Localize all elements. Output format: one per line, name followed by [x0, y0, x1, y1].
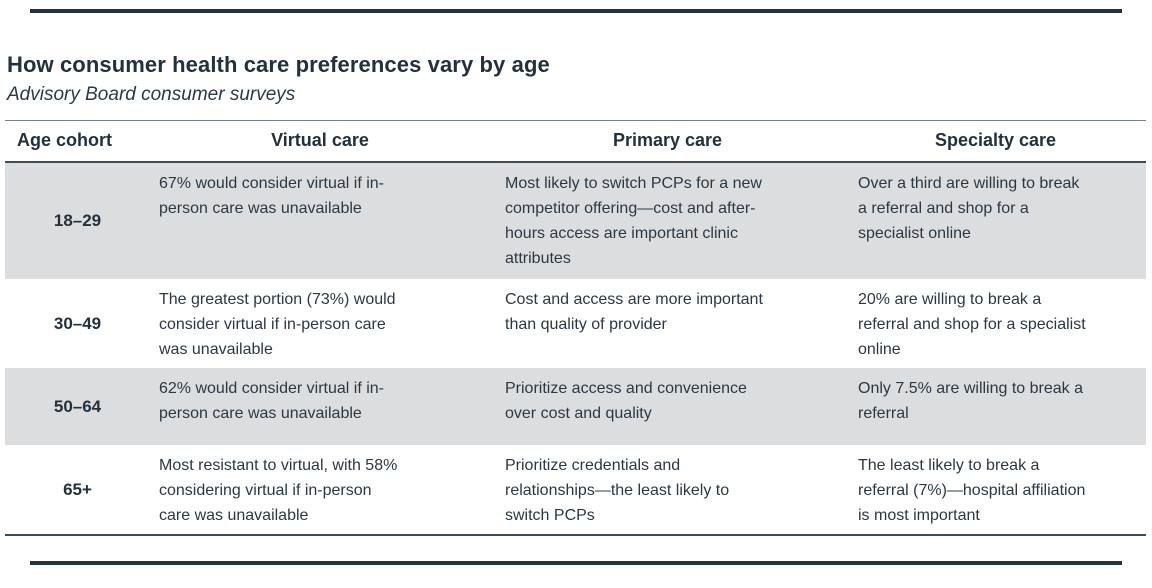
primary-care-cell: Prioritize access and convenience over c… [505, 379, 747, 422]
specialty-care-cell: Over a third are willing to break a refe… [858, 174, 1080, 242]
specialty-care-cell: The least likely to break a referral (7%… [845, 444, 1146, 536]
specialty-care-cell: Only 7.5% are willing to break a referra… [858, 379, 1083, 422]
table-row-18-29: 18–29 67% would consider virtual if in-p… [5, 161, 1146, 279]
virtual-care-cell: The greatest portion (73%) would conside… [159, 290, 396, 358]
primary-care-cell: Prioritize credentials and relationships… [490, 444, 845, 536]
table-header-row: Age cohort Virtual care Primary care Spe… [5, 120, 1146, 163]
virtual-care-cell: Most resistant to virtual, with 58% cons… [150, 444, 490, 536]
table-row-50-64: 50–64 62% would consider virtual if in-p… [5, 367, 1146, 445]
column-header-age-cohort: Age cohort [5, 120, 150, 163]
age-cohort-cell: 50–64 [53, 396, 102, 416]
preferences-table-container: Age cohort Virtual care Primary care Spe… [5, 120, 1146, 536]
age-cohort-cell: 65+ [5, 444, 150, 536]
table-row-30-49: 30–49 The greatest portion (73%) would c… [5, 279, 1146, 368]
specialty-care-cell: 20% are willing to break a referral and … [858, 290, 1086, 358]
primary-care-cell: Most likely to switch PCPs for a new com… [505, 174, 762, 267]
page-subtitle: Advisory Board consumer surveys [7, 84, 296, 105]
virtual-care-cell: 67% would consider virtual if in-person … [159, 174, 384, 217]
primary-care-cell: Cost and access are more important than … [505, 290, 763, 333]
age-cohort-cell: 30–49 [53, 313, 102, 333]
column-header-virtual-care: Virtual care [150, 120, 490, 163]
column-header-primary-care: Primary care [490, 120, 845, 163]
age-cohort-cell: 18–29 [53, 211, 102, 230]
column-header-specialty-care: Specialty care [845, 120, 1146, 163]
bottom-divider-rule [30, 561, 1122, 565]
virtual-care-cell: 62% would consider virtual if in-person … [159, 379, 384, 422]
preferences-table: Age cohort Virtual care Primary care Spe… [5, 120, 1146, 536]
page-title: How consumer health care preferences var… [7, 52, 550, 77]
top-divider-rule [30, 9, 1122, 13]
table-row-65-plus: 65+ Most resistant to virtual, with 58% … [5, 444, 1146, 536]
